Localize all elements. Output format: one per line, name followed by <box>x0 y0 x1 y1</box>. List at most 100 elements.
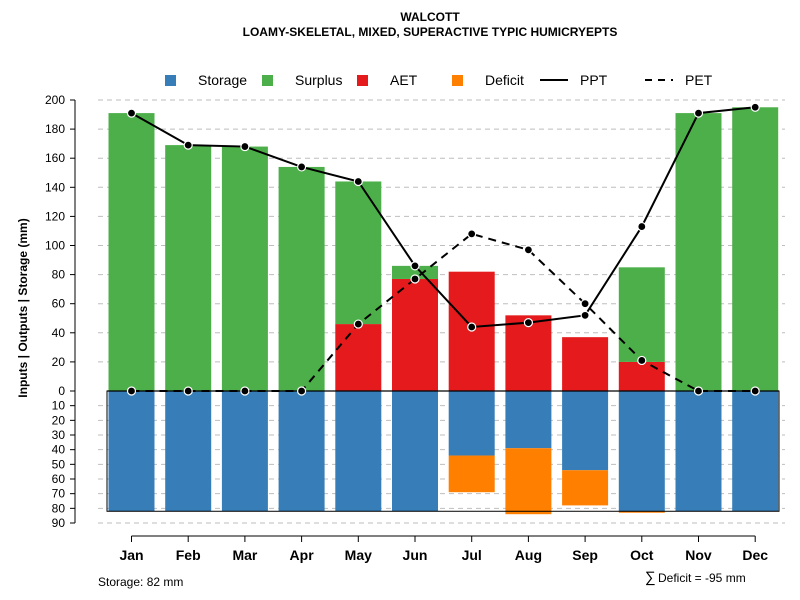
ppt-point <box>126 108 137 118</box>
y-tick-label: 20 <box>52 413 66 427</box>
x-tick-label-jul: Jul <box>462 547 482 563</box>
ppt-point <box>637 221 647 232</box>
deficit-footnote: Deficit = -95 mm <box>658 571 746 585</box>
ppt-point <box>523 318 534 328</box>
x-tick-label-oct: Oct <box>630 547 654 563</box>
y-axis-label: Inputs | Outputs | Storage (mm) <box>16 218 30 397</box>
bar-storage <box>732 391 779 512</box>
x-tick-label-apr: Apr <box>290 547 315 563</box>
pet-point <box>750 386 760 396</box>
bar-surplus <box>675 113 722 391</box>
ppt-point <box>410 261 420 271</box>
legend-swatch-storage <box>165 75 176 86</box>
bar-aet <box>335 324 382 391</box>
y-tick-label: 60 <box>52 472 66 486</box>
legend-label-ppt: PPT <box>580 72 608 88</box>
chart-title: WALCOTT <box>400 10 460 24</box>
bar-surplus <box>221 146 268 391</box>
y-tick-label: 20 <box>52 355 66 369</box>
bar-storage <box>618 391 665 512</box>
pet-point <box>523 245 534 255</box>
x-tick-label-aug: Aug <box>515 547 542 563</box>
pet-point <box>126 386 137 396</box>
bar-storage <box>448 391 495 456</box>
y-tick-label: 140 <box>45 180 65 194</box>
bar-surplus <box>392 265 438 279</box>
legend-swatch-aet <box>357 75 368 86</box>
y-tick-label: 120 <box>45 209 65 223</box>
bar-aet <box>505 315 552 391</box>
pet-point <box>580 299 590 309</box>
y-tick-label: 50 <box>52 457 66 471</box>
pet-line <box>131 232 756 392</box>
pet-point <box>353 319 363 329</box>
bar-storage <box>278 391 325 512</box>
legend-label-storage: Storage <box>198 72 247 88</box>
bar-surplus <box>335 181 382 325</box>
pet-point <box>297 386 307 396</box>
grid-lines <box>98 99 785 524</box>
bar-deficit <box>562 470 609 506</box>
ppt-point <box>693 108 704 118</box>
y-tick-label: 80 <box>52 501 66 515</box>
storage-footnote: Storage: 82 mm <box>98 575 183 589</box>
bar-storage <box>165 391 212 512</box>
bar-surplus <box>108 113 155 391</box>
chart-legend: Storage Surplus AET Deficit PPT PET <box>165 72 713 88</box>
x-tick-label-sep: Sep <box>572 547 598 563</box>
pet-point <box>467 229 477 239</box>
legend-label-surplus: Surplus <box>295 72 342 88</box>
chart-subtitle: LOAMY-SKELETAL, MIXED, SUPERACTIVE TYPIC… <box>243 25 618 39</box>
x-tick-label-jun: Jun <box>403 547 428 563</box>
bar-surplus <box>165 145 212 391</box>
bar-surplus <box>278 166 325 391</box>
ppt-point <box>353 176 363 187</box>
lines-group <box>126 102 760 396</box>
bar-storage <box>562 391 609 471</box>
legend-label-deficit: Deficit <box>485 72 524 88</box>
y-tick-label: 40 <box>52 326 66 340</box>
bar-storage <box>675 391 722 512</box>
bar-storage <box>505 391 552 449</box>
pet-point <box>410 274 420 284</box>
bar-storage <box>108 391 155 512</box>
y-tick-label: 30 <box>52 428 66 442</box>
x-tick-label-mar: Mar <box>232 547 257 563</box>
y-tick-label: 10 <box>52 399 66 413</box>
x-tick-label-nov: Nov <box>685 547 712 563</box>
y-tick-label: 100 <box>45 239 65 253</box>
y-tick-label: 40 <box>52 443 66 457</box>
legend-label-aet: AET <box>390 72 418 88</box>
pet-point <box>693 386 704 396</box>
x-tick-label-jan: Jan <box>119 547 143 563</box>
ppt-point <box>580 310 590 320</box>
bar-aet <box>562 337 609 391</box>
y-tick-label: 200 <box>45 93 65 107</box>
pet-point <box>637 355 647 366</box>
bars-group <box>106 107 780 515</box>
pet-point <box>183 386 193 396</box>
ppt-point <box>750 102 760 112</box>
ppt-line <box>131 106 756 329</box>
bar-aet <box>618 361 665 391</box>
x-tick-label-feb: Feb <box>176 547 201 563</box>
ppt-point <box>297 162 307 172</box>
y-tick-label: 160 <box>45 151 65 165</box>
ppt-point <box>183 140 193 150</box>
ppt-point <box>467 322 477 332</box>
pet-point <box>240 386 250 396</box>
bar-deficit <box>448 455 495 493</box>
bar-deficit <box>505 448 552 515</box>
y-tick-label: 80 <box>52 268 66 282</box>
x-tick-label-dec: Dec <box>742 547 768 563</box>
y-tick-label: 180 <box>45 122 65 136</box>
y-tick-label: 90 <box>52 516 66 530</box>
bar-storage <box>335 391 382 512</box>
legend-swatch-surplus <box>262 75 273 86</box>
sum-symbol: ∑ <box>645 569 656 586</box>
y-tick-label: 0 <box>58 384 65 398</box>
bar-surplus <box>732 107 779 392</box>
axes-group: 2001801601401201008060402001020304050607… <box>45 93 768 563</box>
ppt-point <box>240 141 250 152</box>
